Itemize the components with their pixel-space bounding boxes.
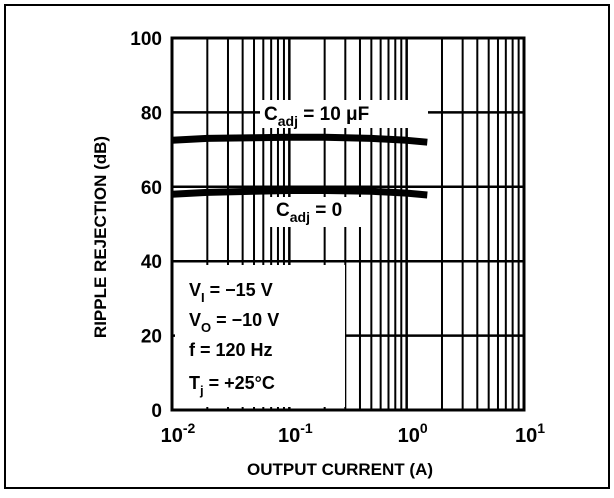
conditions-bg [175, 265, 345, 407]
series-label-cadj-0: Cadj = 0 [276, 200, 342, 225]
y-tick-label: 80 [141, 103, 162, 124]
series-labels: Cadj = 10 μF Cadj = 0 [260, 100, 428, 227]
x-tick-label: 10-1 [278, 420, 313, 447]
y-tick-label: 0 [151, 401, 162, 422]
label-bg [260, 100, 428, 128]
condition-line: VO = −10 V [189, 310, 279, 335]
tick-labels: 0 20 40 60 80 100 10-2 10-1 100 101 [130, 29, 545, 447]
series-group [171, 133, 428, 199]
y-tick-label: 20 [141, 327, 162, 348]
series-cadj-10uf-line [171, 133, 428, 146]
x-tick-label: 10-2 [161, 420, 196, 447]
x-tick-label: 100 [398, 420, 428, 447]
x-tick-label: 101 [515, 420, 545, 447]
label-bg [270, 197, 366, 227]
series-label-cadj-10uf: Cadj = 10 μF [264, 104, 369, 129]
condition-line: f = 120 Hz [189, 340, 273, 360]
series-cadj-0-line [171, 187, 428, 199]
y-axis-title: RIPPLE REJECTION (dB) [91, 136, 110, 338]
y-tick-label: 60 [141, 178, 162, 199]
condition-line: VI = −15 V [189, 280, 273, 305]
conditions-box: VI = −15 V VO = −10 V f = 120 Hz Tj = +25°C [175, 265, 345, 407]
figure-border [4, 4, 610, 489]
x-axis-title: OUTPUT CURRENT (A) [247, 460, 433, 479]
plot-border [170, 36, 526, 412]
condition-line: Tj = +25°C [189, 373, 275, 398]
y-tick-label: 40 [141, 252, 162, 273]
y-tick-label: 100 [130, 29, 162, 50]
